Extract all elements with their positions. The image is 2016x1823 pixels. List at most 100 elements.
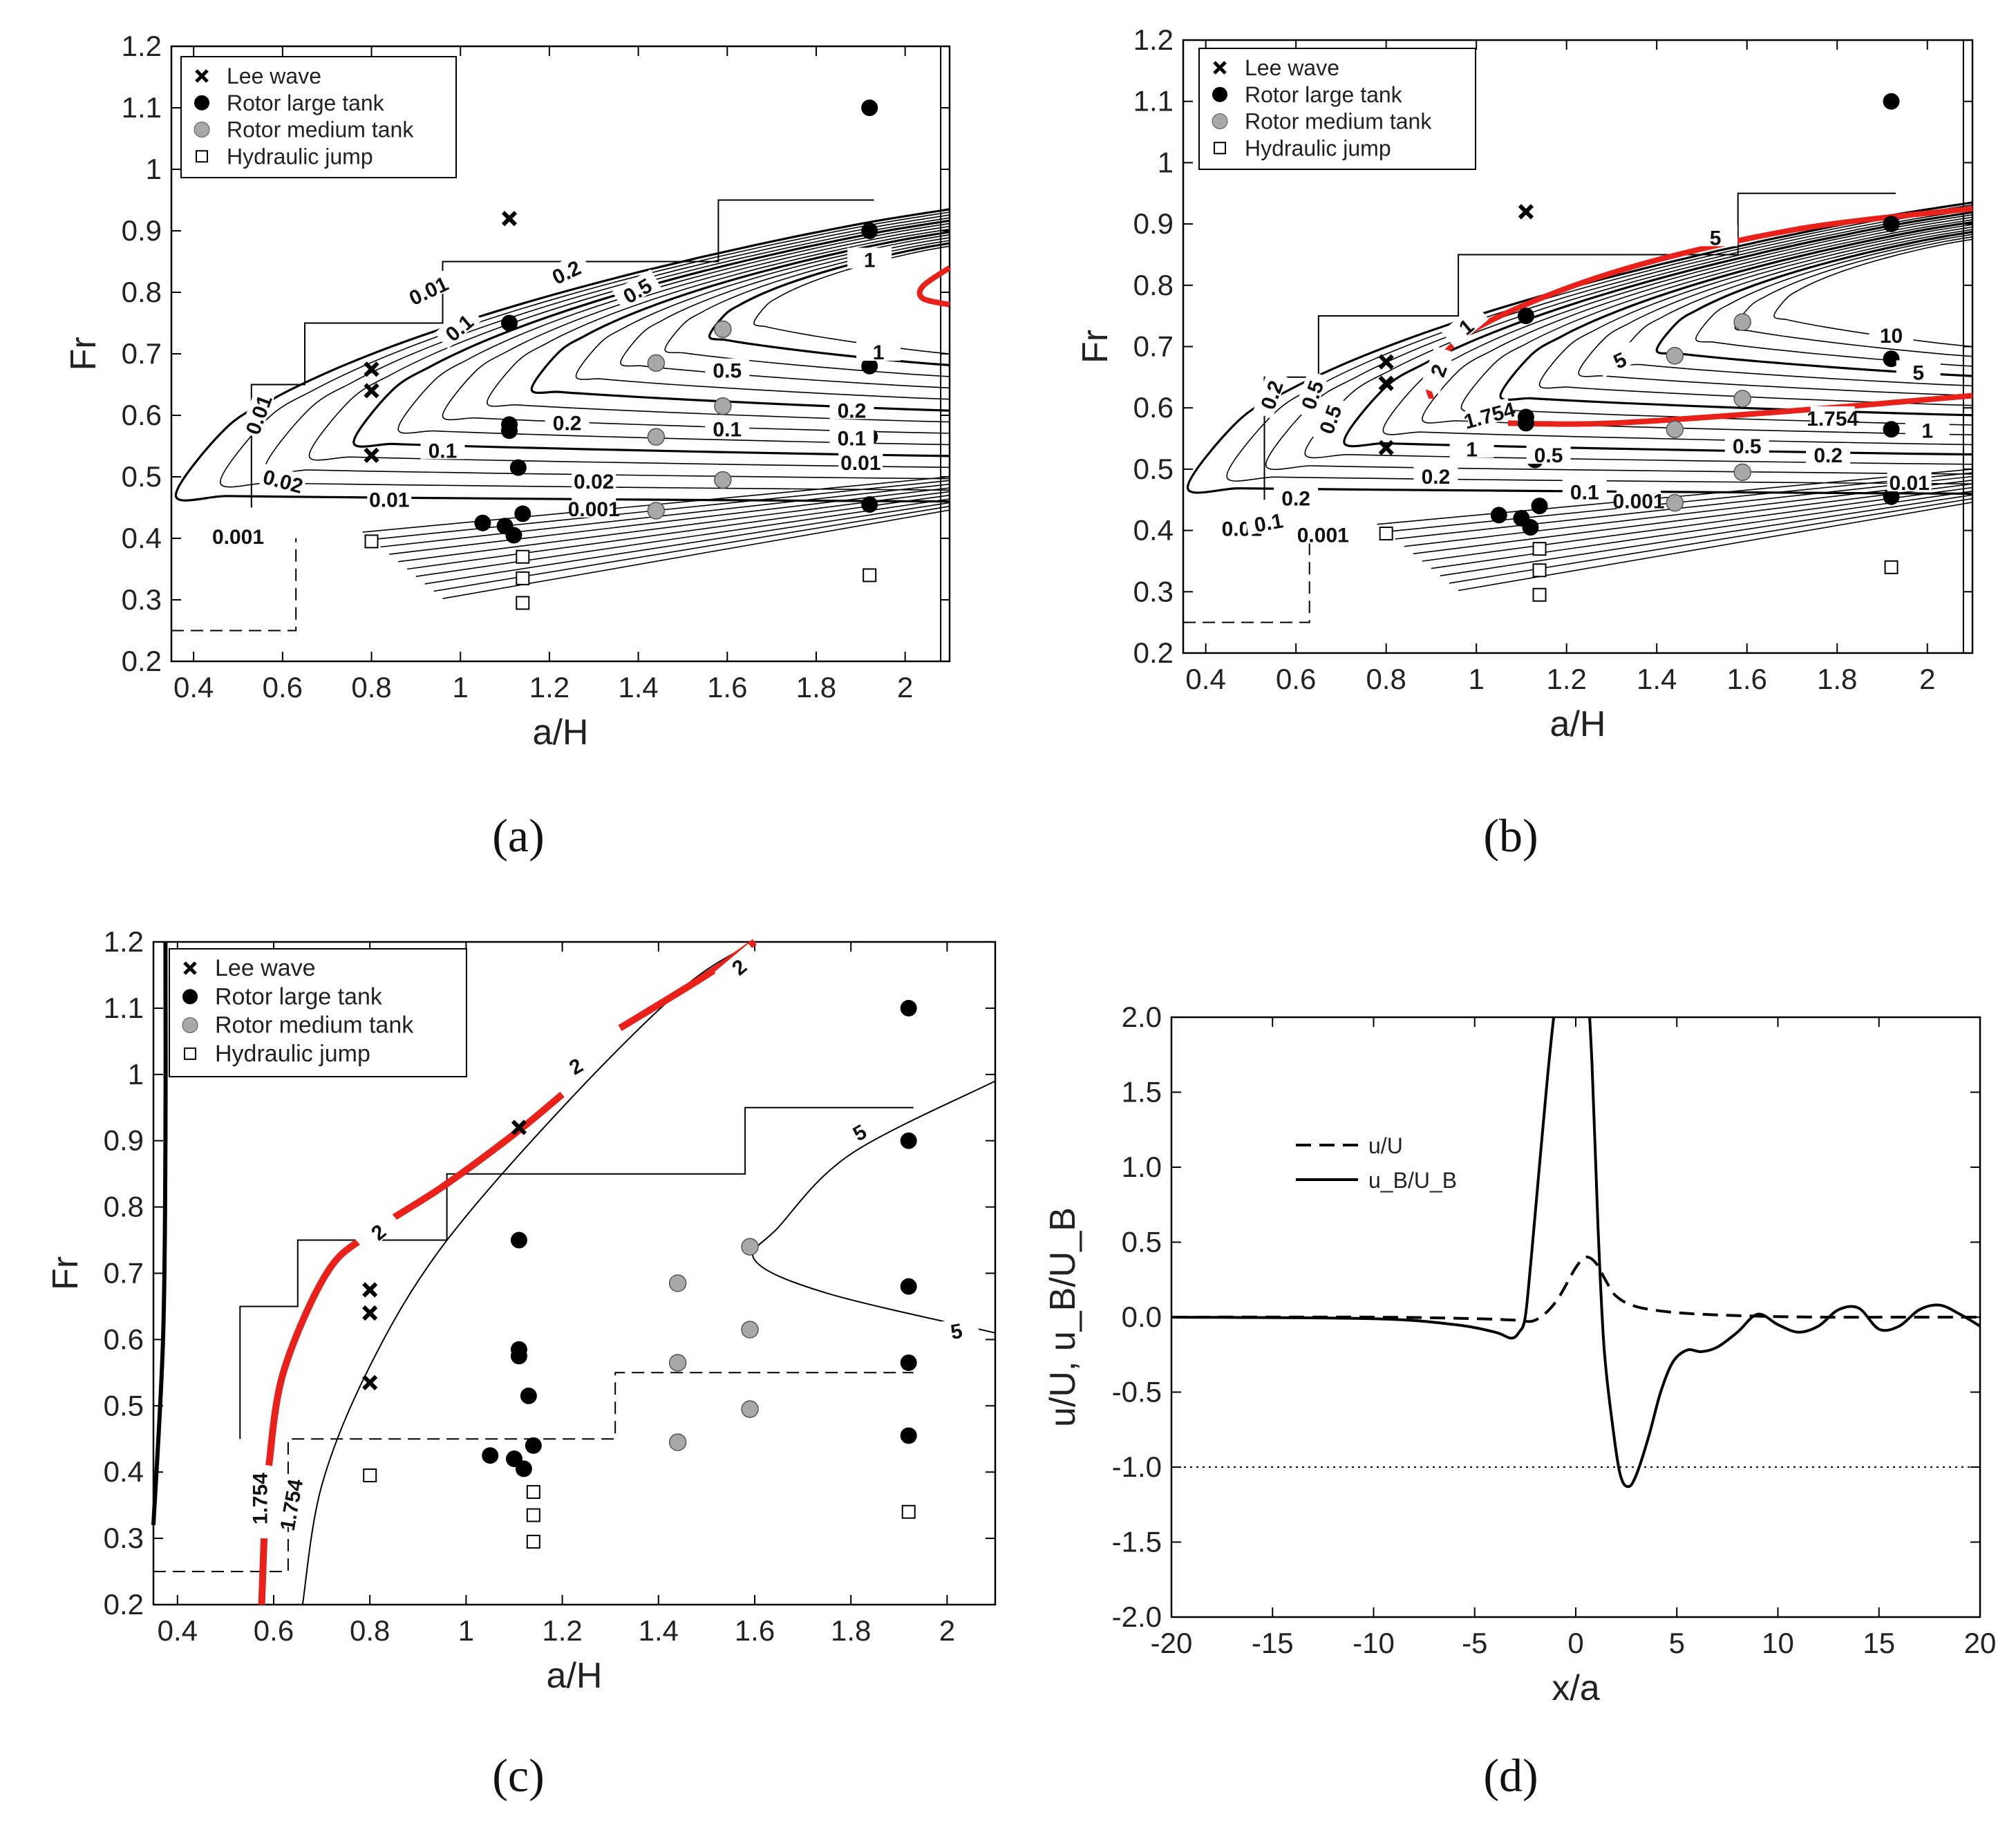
- rotor-large-point: [1517, 308, 1534, 325]
- rotor-large-point: [509, 459, 527, 476]
- x-tick-label: 0.6: [1276, 663, 1316, 695]
- contour-label-bg: [259, 464, 308, 495]
- legend-label: Lee wave: [1245, 55, 1339, 80]
- contour-label: 0.1: [428, 440, 458, 462]
- x-axis-label: a/H: [533, 712, 589, 753]
- y-tick-label: 1: [128, 1058, 144, 1090]
- hydraulic-jump-point: [526, 1484, 540, 1499]
- y-tick-label: 0.9: [122, 214, 162, 247]
- contour-label-bg: [1311, 395, 1346, 444]
- legend-lee-wave-icon: [1213, 61, 1227, 75]
- x-tick-label: 15: [1863, 1627, 1895, 1659]
- contour-label: 10: [1880, 325, 1903, 348]
- y-tick-label: -1.0: [1112, 1451, 1162, 1483]
- rotor-large-point: [501, 422, 518, 440]
- y-axis-label: Fr: [46, 1256, 86, 1290]
- contour-label-bg: [1869, 323, 1914, 345]
- rotor-large-point: [861, 496, 878, 513]
- x-tick-label: 1: [1468, 663, 1484, 695]
- rotor-medium-point: [647, 354, 666, 372]
- contour-label: 0.01: [369, 489, 409, 512]
- contour-line: [1578, 226, 1973, 397]
- legend-label: Hydraulic jump: [1245, 135, 1391, 160]
- lee-wave-point: [1518, 204, 1534, 220]
- contour-label-bg: [714, 943, 762, 988]
- legend-label: Rotor medium tank: [227, 117, 414, 142]
- panel-c: 0.4 0.6 0.8 1 1.2 1.4 1.6 1.8 2 0.2 0.3 0.4 0.5 0.6 0.…: [46, 925, 997, 1696]
- legend-label: Rotor medium tank: [1245, 109, 1432, 134]
- critical-contour-bottom: [258, 1538, 268, 1605]
- hydraulic-jump-point: [516, 596, 530, 610]
- lee-wave-point: [511, 1120, 527, 1135]
- contour-label-bg: [572, 469, 616, 490]
- contour-line: [1422, 487, 1973, 562]
- hydraulic-jump-point: [516, 549, 530, 564]
- contour-line: [174, 208, 950, 503]
- rotor-large-point: [1517, 415, 1534, 432]
- x-tick-label: 1.8: [796, 671, 836, 703]
- y-tick-label: 0.8: [1133, 269, 1174, 301]
- x-axis-label: a/H: [1550, 704, 1606, 744]
- contour-label-bg: [1693, 225, 1738, 247]
- contour-label: 0.1: [713, 418, 742, 441]
- rotor-large-point: [482, 1447, 499, 1464]
- x-tick-label: 1.4: [639, 1614, 679, 1647]
- contour-label-bg: [1464, 397, 1514, 430]
- contour-label-bg: [275, 1481, 304, 1529]
- contour-line: [1186, 201, 1973, 495]
- contour-label-bg: [550, 1044, 600, 1085]
- contour-label: 0.001: [212, 526, 264, 549]
- y-tick-label: 0.3: [1133, 575, 1174, 607]
- rotor-medium-point: [1666, 347, 1684, 365]
- legend-label: Lee wave: [227, 64, 321, 88]
- lee-wave-point: [364, 447, 379, 463]
- rotor-medium-point: [668, 1354, 687, 1372]
- hydraulic-jump-point: [901, 1504, 916, 1519]
- contour-line: [219, 211, 950, 491]
- x-tick-label: -15: [1252, 1627, 1294, 1659]
- y-tick-label: 1.1: [122, 91, 162, 124]
- contour-line-5: [752, 1080, 996, 1334]
- x-tick-label: 1.2: [529, 671, 569, 703]
- y-tick-label: 0.8: [122, 276, 162, 308]
- contour-label: 0.1: [838, 428, 867, 451]
- contour-line: [620, 237, 950, 389]
- x-tick-label: 0: [1567, 1627, 1583, 1659]
- caption-b: (b): [1483, 809, 1538, 862]
- rotor-large-point: [1883, 350, 1900, 368]
- legend-rotor-medium-icon: [182, 1017, 198, 1033]
- rotor-medium-point: [741, 1238, 759, 1256]
- contour-line: [308, 217, 950, 469]
- contour-label-bg: [1293, 370, 1328, 419]
- y-tick-label: 0.5: [122, 460, 162, 493]
- contour-line: [486, 228, 950, 423]
- rotor-medium-point: [1666, 493, 1684, 512]
- critical-contour-top: [618, 938, 757, 1031]
- x-axis-label: x/a: [1552, 1668, 1599, 1708]
- x-tick-label: 0.8: [1366, 663, 1406, 695]
- rotor-medium-point: [647, 428, 666, 446]
- y-tick-label: 1: [146, 153, 162, 185]
- contour-label: 1: [873, 341, 885, 364]
- contour-label-bg: [247, 1476, 269, 1521]
- contour-line: [1265, 207, 1973, 475]
- rotor-large-point: [1883, 216, 1900, 233]
- contour-label-bg: [838, 451, 883, 472]
- y-tick-label: 0.0: [1122, 1301, 1162, 1333]
- x-tick-label: 1.2: [542, 1614, 582, 1647]
- contour-line: [575, 234, 950, 400]
- contour-label: 5: [949, 1320, 964, 1344]
- rotor-medium-point: [668, 1274, 687, 1292]
- y-tick-label: 1.0: [1122, 1151, 1162, 1183]
- legend-label: Hydraulic jump: [227, 144, 373, 169]
- lee-wave-point: [362, 1282, 378, 1298]
- legend-label: Rotor medium tank: [215, 1012, 414, 1039]
- critical-contour-lower: [1507, 393, 1973, 427]
- x-tick-label: 0.8: [351, 671, 391, 703]
- hydraulic-jump-point: [1884, 560, 1899, 574]
- contour-line: [1226, 204, 1973, 484]
- y-tick-label: 0.6: [104, 1323, 144, 1355]
- contour-line: [397, 223, 950, 446]
- legend-rotor-medium-icon: [1212, 113, 1228, 129]
- rotor-medium-point: [1733, 463, 1751, 482]
